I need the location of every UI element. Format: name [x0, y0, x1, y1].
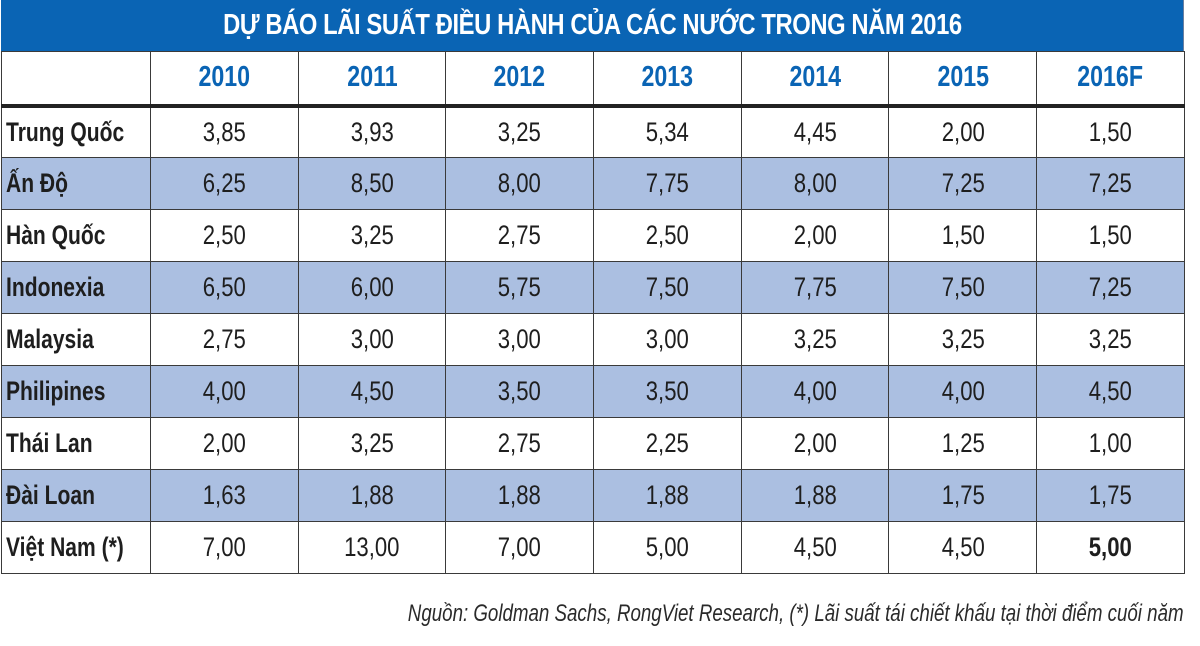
year-header-2016f: 2016F — [1036, 51, 1185, 108]
value-cell: 7,75 — [740, 261, 890, 314]
table-row-viet-nam: Việt Nam (*) 7,00 13,00 7,00 5,00 4,50 4… — [1, 521, 1185, 574]
corner-cell — [1, 51, 151, 108]
value-cell: 3,25 — [445, 105, 595, 158]
header-row: 2010 2011 2012 2013 2014 2015 2016F — [1, 51, 1185, 108]
table-title: DỰ BÁO LÃI SUẤT ĐIỀU HÀNH CỦA CÁC NƯỚC T… — [222, 9, 962, 41]
value-cell: 2,50 — [150, 209, 299, 262]
value-cell: 4,00 — [740, 365, 890, 418]
table-row-han-quoc: Hàn Quốc 2,50 3,25 2,75 2,50 2,00 1,50 1… — [1, 209, 1185, 262]
value-cell: 2,00 — [150, 417, 299, 470]
value-cell: 6,00 — [297, 261, 447, 314]
value-cell: 8,00 — [445, 157, 595, 210]
value-cell: 7,50 — [593, 261, 742, 314]
country-cell: Philipines — [1, 365, 151, 418]
highlighted-value-cell: 5,00 — [1036, 521, 1185, 574]
value-cell: 2,75 — [445, 417, 595, 470]
country-cell: Indonexia — [1, 261, 151, 314]
year-header-2012: 2012 — [445, 51, 595, 108]
table-row-trung-quoc: Trung Quốc 3,85 3,93 3,25 5,34 4,45 2,00… — [1, 105, 1185, 158]
value-cell: 8,00 — [740, 157, 890, 210]
value-cell: 3,00 — [593, 313, 742, 366]
value-cell: 4,00 — [150, 365, 299, 418]
value-cell: 1,75 — [888, 469, 1038, 522]
country-cell: Trung Quốc — [1, 105, 151, 158]
year-header-2010: 2010 — [150, 51, 299, 108]
value-cell: 1,88 — [740, 469, 890, 522]
value-cell: 1,00 — [1036, 417, 1185, 470]
value-cell: 5,75 — [445, 261, 595, 314]
value-cell: 7,75 — [593, 157, 742, 210]
value-cell: 1,50 — [1036, 105, 1185, 158]
table-title-bar: DỰ BÁO LÃI SUẤT ĐIỀU HÀNH CỦA CÁC NƯỚC T… — [1, 0, 1184, 51]
value-cell: 3,00 — [297, 313, 447, 366]
value-cell: 8,50 — [297, 157, 447, 210]
value-cell: 3,25 — [740, 313, 890, 366]
year-header-2014: 2014 — [740, 51, 890, 108]
value-cell: 3,93 — [297, 105, 447, 158]
value-cell: 1,88 — [593, 469, 742, 522]
value-cell: 3,25 — [888, 313, 1038, 366]
value-cell: 2,75 — [150, 313, 299, 366]
table-row-malaysia: Malaysia 2,75 3,00 3,00 3,00 3,25 3,25 3… — [1, 313, 1185, 366]
value-cell: 1,63 — [150, 469, 299, 522]
value-cell: 1,50 — [1036, 209, 1185, 262]
country-cell: Malaysia — [1, 313, 151, 366]
value-cell: 1,88 — [297, 469, 447, 522]
table-row-philipines: Philipines 4,00 4,50 3,50 3,50 4,00 4,00… — [1, 365, 1185, 418]
value-cell: 2,25 — [593, 417, 742, 470]
value-cell: 4,45 — [740, 105, 890, 158]
value-cell: 2,50 — [593, 209, 742, 262]
source-note: Nguồn: Goldman Sachs, RongViet Research,… — [408, 600, 1184, 627]
value-cell: 3,25 — [1036, 313, 1185, 366]
value-cell: 6,25 — [150, 157, 299, 210]
value-cell: 7,00 — [150, 521, 299, 574]
value-cell: 1,25 — [888, 417, 1038, 470]
country-cell: Đài Loan — [1, 469, 151, 522]
value-cell: 4,00 — [888, 365, 1038, 418]
table-row-indonexia: Indonexia 6,50 6,00 5,75 7,50 7,75 7,50 … — [1, 261, 1185, 314]
country-cell: Hàn Quốc — [1, 209, 151, 262]
value-cell: 3,50 — [445, 365, 595, 418]
value-cell: 7,25 — [1036, 157, 1185, 210]
value-cell: 4,50 — [297, 365, 447, 418]
value-cell: 4,50 — [1036, 365, 1185, 418]
value-cell: 7,25 — [888, 157, 1038, 210]
value-cell: 2,75 — [445, 209, 595, 262]
value-cell: 5,34 — [593, 105, 742, 158]
table-row-an-do: Ấn Độ 6,25 8,50 8,00 7,75 8,00 7,25 7,25 — [1, 157, 1185, 210]
value-cell: 3,00 — [445, 313, 595, 366]
value-cell: 3,85 — [150, 105, 299, 158]
table-row-dai-loan: Đài Loan 1,63 1,88 1,88 1,88 1,88 1,75 1… — [1, 469, 1185, 522]
value-cell: 1,50 — [888, 209, 1038, 262]
value-cell: 2,00 — [740, 417, 890, 470]
value-cell: 3,25 — [297, 209, 447, 262]
country-cell: Thái Lan — [1, 417, 151, 470]
year-header-2011: 2011 — [297, 51, 447, 108]
year-header-2013: 2013 — [593, 51, 742, 108]
year-header-2015: 2015 — [888, 51, 1038, 108]
value-cell: 1,88 — [445, 469, 595, 522]
interest-rate-table: 2010 2011 2012 2013 2014 2015 2016F Trun… — [1, 51, 1185, 574]
rate-forecast-table-figure: DỰ BÁO LÃI SUẤT ĐIỀU HÀNH CỦA CÁC NƯỚC T… — [1, 0, 1185, 574]
value-cell: 2,00 — [888, 105, 1038, 158]
value-cell: 3,25 — [297, 417, 447, 470]
value-cell: 4,50 — [888, 521, 1038, 574]
value-cell: 5,00 — [593, 521, 742, 574]
value-cell: 1,75 — [1036, 469, 1185, 522]
value-cell: 7,00 — [445, 521, 595, 574]
value-cell: 7,50 — [888, 261, 1038, 314]
country-cell: Việt Nam (*) — [1, 521, 151, 574]
value-cell: 3,50 — [593, 365, 742, 418]
country-cell: Ấn Độ — [1, 157, 151, 210]
table-row-thai-lan: Thái Lan 2,00 3,25 2,75 2,25 2,00 1,25 1… — [1, 417, 1185, 470]
value-cell: 4,50 — [740, 521, 890, 574]
value-cell: 2,00 — [740, 209, 890, 262]
value-cell: 7,25 — [1036, 261, 1185, 314]
value-cell: 6,50 — [150, 261, 299, 314]
value-cell: 13,00 — [297, 521, 447, 574]
